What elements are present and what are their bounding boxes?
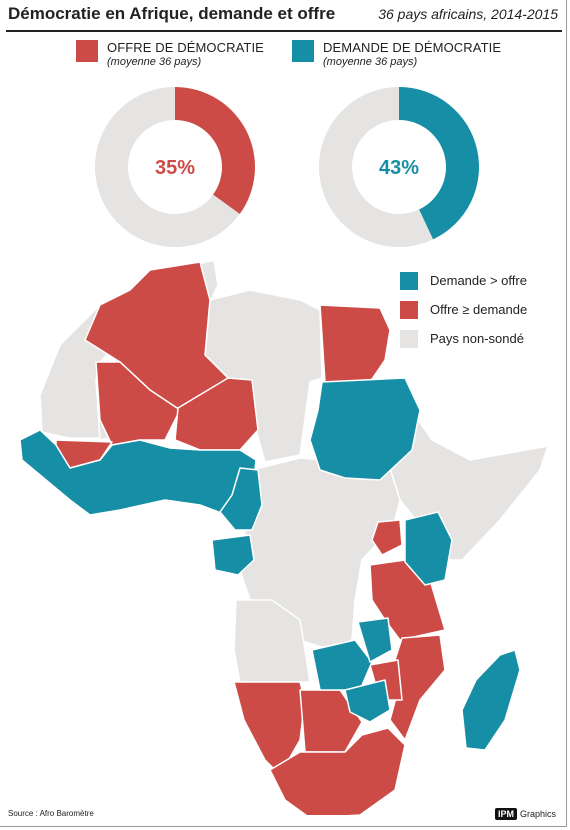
country-egypt: [319, 304, 391, 383]
demande-title: DEMANDE DE DÉMOCRATIE: [323, 40, 502, 55]
brand-logo: IPM: [494, 808, 517, 820]
country-mali: [95, 361, 181, 446]
page-title: Démocratie en Afrique, demande et offre: [8, 4, 336, 23]
source-note: Source : Afro Baromètre: [8, 809, 94, 818]
country-south-africa: [269, 727, 406, 815]
donut-value-slice: [399, 87, 479, 240]
donut-value-slice: [175, 87, 256, 215]
country-sudan: [309, 377, 421, 481]
brand-text: Graphics: [519, 809, 556, 819]
map-legend-label: Pays non-sondé: [430, 331, 524, 346]
brand-mark: IPM Graphics: [494, 808, 556, 820]
map-legend-label: Demande > offre: [430, 273, 527, 288]
demande-subtitle: (moyenne 36 pays): [323, 56, 418, 68]
map-legend-item: Pays non-sondé: [400, 324, 527, 353]
country-malawi: [357, 617, 393, 663]
country-zimbabwe: [344, 679, 391, 723]
offre-title: OFFRE DE DÉMOCRATIE: [107, 40, 264, 55]
map-legend-item: Offre ≥ demande: [400, 295, 527, 324]
demande-sup-swatch: [400, 271, 418, 290]
map-legend-item: Demande > offre: [400, 266, 527, 295]
country-algeria: [84, 261, 229, 411]
country-gabon-congo: [211, 534, 255, 576]
country-uganda: [371, 519, 403, 556]
non-sonde-swatch: [400, 329, 418, 348]
country-west-africa-coast: [19, 429, 257, 521]
offre-legend: OFFRE DE DÉMOCRATIE (moyenne 36 pays): [76, 40, 264, 68]
africa-map: [19, 259, 549, 815]
country-madagascar: [461, 649, 521, 751]
map-legend-label: Offre ≥ demande: [430, 302, 528, 317]
country-cameroon: [219, 467, 263, 531]
offre-swatch: [76, 40, 98, 62]
page-subtitle: 36 pays africains, 2014-2015: [378, 6, 558, 22]
country-kenya: [404, 511, 453, 586]
map-legend: Demande > offre Offre ≥ demande Pays non…: [400, 266, 527, 353]
country-niger: [174, 377, 259, 451]
offre-percentage: 35%: [155, 157, 195, 179]
donut-remainder-slice: [95, 87, 240, 247]
demande-swatch: [292, 40, 314, 62]
country-zambia: [311, 639, 373, 691]
offre-donut-chart: 35%: [95, 87, 256, 247]
demande-donut-chart: 43%: [319, 87, 479, 247]
offre-sup-swatch: [400, 300, 418, 319]
demande-percentage: 43%: [379, 157, 419, 179]
demande-legend: DEMANDE DE DÉMOCRATIE (moyenne 36 pays): [292, 40, 501, 68]
title-divider: [6, 30, 562, 32]
offre-subtitle: (moyenne 36 pays): [107, 56, 202, 68]
country-angola: [233, 599, 311, 683]
donut-remainder-slice: [319, 87, 434, 247]
